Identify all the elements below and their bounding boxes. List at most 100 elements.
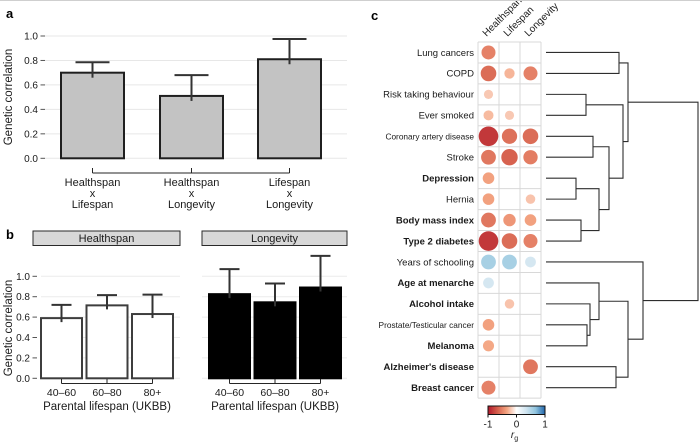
correlation-dot bbox=[481, 212, 496, 228]
y-tick-label: 0.4 bbox=[24, 105, 38, 116]
row-label: Years of schooling bbox=[397, 257, 474, 268]
x-category-label: x bbox=[90, 188, 96, 200]
facet-strip bbox=[201, 230, 348, 246]
correlation-dot bbox=[478, 231, 499, 251]
bar bbox=[60, 71, 125, 160]
correlation-dot bbox=[504, 68, 515, 79]
dendrogram-branch bbox=[546, 177, 577, 200]
correlation-dot bbox=[524, 214, 537, 226]
correlation-dot bbox=[483, 277, 494, 289]
x-category-label: 80+ bbox=[312, 387, 330, 399]
y-tick-label: 0.8 bbox=[16, 292, 30, 303]
x-category-label: x bbox=[287, 188, 293, 200]
row-label: Depression bbox=[422, 173, 474, 184]
colorbar-title: rg bbox=[511, 430, 518, 443]
y-tick-label: 0.0 bbox=[16, 374, 30, 385]
facet-strip-label: Healthspan bbox=[79, 233, 135, 245]
y-tick-label: 0.2 bbox=[16, 353, 30, 364]
correlation-dot bbox=[482, 319, 495, 331]
row-label: Body mass index bbox=[396, 215, 475, 226]
correlation-dot bbox=[525, 256, 536, 268]
correlation-dot bbox=[523, 359, 538, 375]
x-category-label: 60–80 bbox=[260, 387, 289, 399]
correlation-dot bbox=[481, 149, 496, 165]
row-label: Prostate/Testicular cancer bbox=[379, 320, 475, 330]
y-tick-label: 0.4 bbox=[16, 333, 30, 344]
panel-label-c: c bbox=[371, 8, 379, 23]
bar bbox=[159, 94, 224, 160]
correlation-dot bbox=[522, 128, 539, 145]
row-label: Stroke bbox=[447, 153, 474, 164]
dendrogram-branch bbox=[546, 93, 587, 116]
x-axis-title: Parental lifespan (UKBB) bbox=[211, 401, 339, 413]
colorbar-tick-label: -1 bbox=[484, 420, 493, 431]
correlation-dot bbox=[482, 340, 495, 352]
bar bbox=[40, 317, 83, 380]
panel-a-bar-chart: 0.00.20.40.60.81.0HealthspanxLifespanHea… bbox=[3, 32, 347, 211]
bar bbox=[131, 313, 174, 380]
correlation-dot bbox=[501, 233, 518, 249]
correlation-dot bbox=[481, 45, 496, 60]
bar bbox=[257, 58, 322, 160]
x-category-label: 60–80 bbox=[92, 387, 121, 399]
panel-label-a: a bbox=[6, 6, 14, 21]
correlation-dot bbox=[504, 110, 515, 120]
y-tick-label: 0.6 bbox=[24, 80, 38, 91]
y-axis-title: Genetic correlation bbox=[3, 49, 15, 146]
dendrogram-branch bbox=[546, 303, 591, 336]
correlation-dot bbox=[523, 150, 538, 165]
row-label: Risk taking behaviour bbox=[383, 90, 474, 101]
dendrogram-branch bbox=[546, 135, 594, 158]
panel-label-b: b bbox=[6, 227, 14, 242]
x-category-label: x bbox=[189, 188, 195, 200]
y-tick-label: 0.6 bbox=[16, 313, 30, 324]
correlation-dot bbox=[481, 380, 496, 395]
correlation-dot bbox=[478, 126, 499, 147]
correlation-dot bbox=[523, 66, 538, 81]
facet-strip bbox=[32, 230, 181, 246]
dendrogram-branch bbox=[546, 51, 620, 74]
y-axis-title: Genetic correlation bbox=[3, 280, 15, 377]
correlation-dot bbox=[504, 299, 515, 309]
y-tick-label: 1.0 bbox=[16, 272, 30, 283]
row-label: Breast cancer bbox=[411, 383, 474, 394]
x-category-label: Longevity bbox=[168, 199, 216, 211]
y-tick-label: 1.0 bbox=[24, 32, 38, 43]
correlation-dot bbox=[483, 89, 494, 99]
row-label: Hernia bbox=[446, 194, 475, 205]
dendrogram-branch bbox=[593, 146, 610, 211]
row-label: Alzheimer's disease bbox=[384, 362, 474, 373]
x-category-label: 40–60 bbox=[215, 387, 244, 399]
colorbar-tick-label: 1 bbox=[542, 420, 548, 431]
dendrogram-branch bbox=[546, 282, 600, 321]
dendrogram-branch bbox=[546, 366, 617, 389]
bar bbox=[85, 304, 129, 380]
x-category-label: 40–60 bbox=[47, 387, 76, 399]
x-category-label: 80+ bbox=[144, 387, 162, 399]
colorbar bbox=[487, 405, 546, 415]
correlation-dot bbox=[480, 65, 497, 82]
y-tick-label: 0.8 bbox=[24, 56, 38, 67]
x-category-label: Healthspan bbox=[164, 177, 220, 189]
row-label: Coronary artery disease bbox=[385, 132, 474, 142]
dendrogram-branch bbox=[546, 324, 588, 347]
dendrogram-branch bbox=[546, 219, 582, 242]
correlation-dot bbox=[502, 254, 517, 270]
dendrogram-branch bbox=[628, 101, 699, 302]
row-label: Alcohol intake bbox=[409, 299, 474, 310]
row-label: Ever smoked bbox=[419, 111, 474, 122]
x-category-label: Healthspan bbox=[65, 177, 121, 189]
bar bbox=[208, 293, 251, 380]
row-label: Melanoma bbox=[428, 341, 475, 352]
dendrogram-branch bbox=[576, 188, 600, 232]
correlation-dot bbox=[481, 254, 496, 270]
x-category-label: Longevity bbox=[266, 199, 314, 211]
correlation-dot bbox=[483, 110, 494, 121]
correlation-dot bbox=[503, 213, 516, 227]
bar bbox=[253, 301, 297, 380]
row-label: Type 2 diabetes bbox=[403, 236, 474, 247]
correlation-dot bbox=[525, 194, 536, 204]
correlation-dot bbox=[482, 193, 495, 205]
